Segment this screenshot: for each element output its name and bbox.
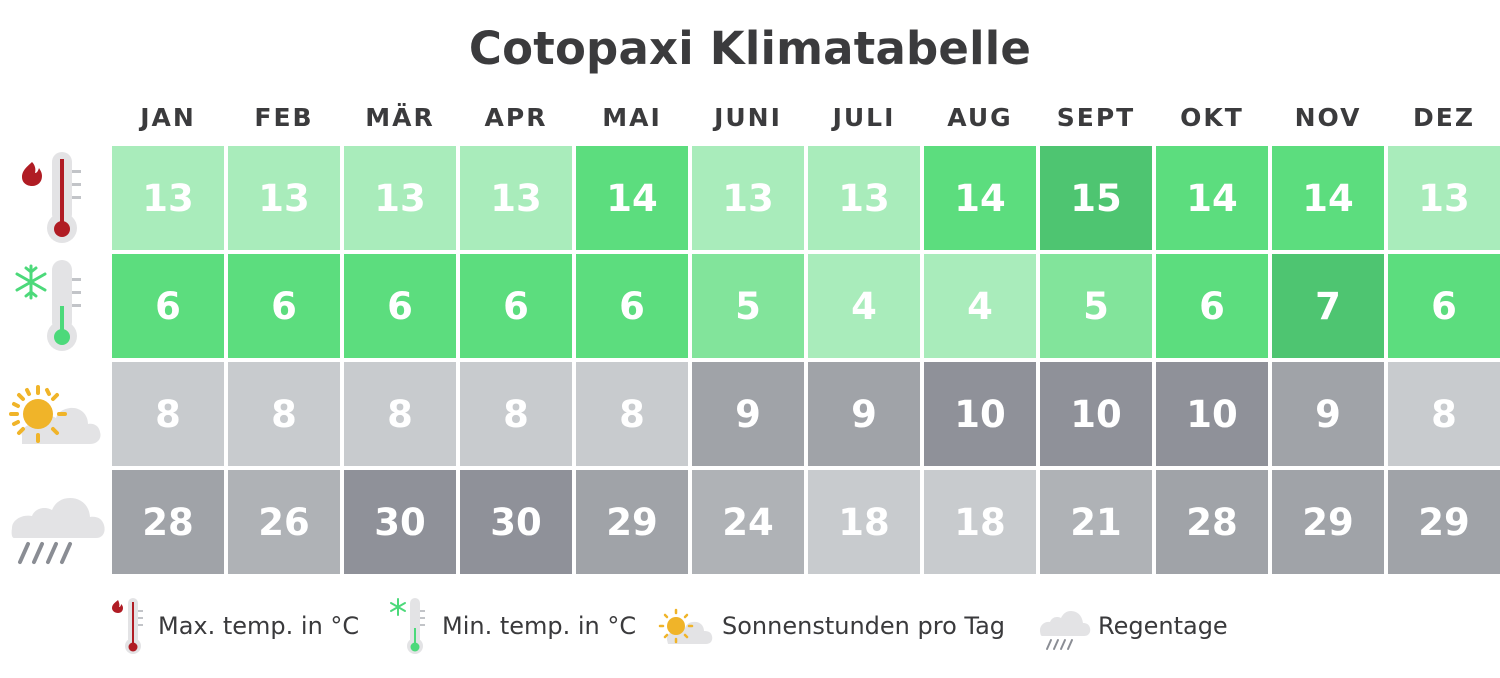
month-header: OKT bbox=[1180, 103, 1244, 132]
climate-cell: 24 bbox=[692, 470, 804, 574]
thermometer-hot-icon bbox=[112, 598, 143, 654]
climate-cell: 18 bbox=[808, 470, 920, 574]
climate-cell: 9 bbox=[1272, 362, 1384, 466]
legend-item-max-temp: Max. temp. in °C bbox=[108, 594, 359, 658]
climate-cell: 8 bbox=[112, 362, 224, 466]
climate-cell: 30 bbox=[344, 470, 456, 574]
climate-cell: 29 bbox=[576, 470, 688, 574]
legend-label: Sonnenstunden pro Tag bbox=[722, 612, 1006, 640]
climate-cell: 10 bbox=[1156, 362, 1268, 466]
climate-cell: 29 bbox=[1272, 470, 1384, 574]
climate-cell: 21 bbox=[1040, 470, 1152, 574]
month-header-row: JAN FEB MÄR APR MAI JUNI JULI AUG SEPT O… bbox=[110, 103, 1500, 139]
climate-cell: 8 bbox=[1388, 362, 1500, 466]
climate-cell: 13 bbox=[1388, 146, 1500, 250]
climate-cell: 9 bbox=[692, 362, 804, 466]
climate-cell: 13 bbox=[808, 146, 920, 250]
legend-item-min-temp: Min. temp. in °C bbox=[386, 594, 636, 658]
thermometer-hot-icon bbox=[0, 146, 108, 250]
thermometer-cold-icon bbox=[390, 598, 425, 654]
month-header: MAI bbox=[602, 103, 662, 132]
climate-cell: 6 bbox=[1388, 254, 1500, 358]
climate-cell: 8 bbox=[228, 362, 340, 466]
month-header: JUNI bbox=[714, 103, 782, 132]
climate-cell: 29 bbox=[1388, 470, 1500, 574]
legend-item-sun-hours: Sonnenstunden pro Tag bbox=[656, 594, 1005, 658]
climate-cell: 14 bbox=[1272, 146, 1384, 250]
climate-cell: 13 bbox=[228, 146, 340, 250]
climate-cell: 4 bbox=[924, 254, 1036, 358]
month-header: AUG bbox=[947, 103, 1013, 132]
page-title: Cotopaxi Klimatabelle bbox=[468, 22, 1032, 75]
legend-label: Min. temp. in °C bbox=[442, 612, 637, 640]
climate-cell: 15 bbox=[1040, 146, 1152, 250]
climate-cell: 28 bbox=[112, 470, 224, 574]
climate-cell: 10 bbox=[924, 362, 1036, 466]
climate-cell: 6 bbox=[344, 254, 456, 358]
climate-cell: 8 bbox=[576, 362, 688, 466]
climate-cell: 10 bbox=[1040, 362, 1152, 466]
climate-cell: 6 bbox=[112, 254, 224, 358]
climate-cell: 4 bbox=[808, 254, 920, 358]
climate-cell: 7 bbox=[1272, 254, 1384, 358]
climate-cell: 28 bbox=[1156, 470, 1268, 574]
climate-cell: 18 bbox=[924, 470, 1036, 574]
month-header: APR bbox=[484, 103, 548, 132]
rain-cloud-icon bbox=[1040, 611, 1091, 650]
sun-cloud-icon bbox=[0, 362, 108, 466]
climate-cell: 14 bbox=[576, 146, 688, 250]
month-header: JULI bbox=[832, 103, 896, 132]
climate-cell: 5 bbox=[1040, 254, 1152, 358]
legend-label: Max. temp. in °C bbox=[158, 612, 360, 640]
climate-cell: 8 bbox=[344, 362, 456, 466]
thermometer-cold-icon bbox=[0, 254, 108, 358]
month-header: NOV bbox=[1294, 103, 1362, 132]
climate-cell: 30 bbox=[460, 470, 572, 574]
climate-cell: 6 bbox=[460, 254, 572, 358]
row-max-temp: 13 13 13 13 14 13 13 14 15 14 14 13 bbox=[112, 146, 1500, 250]
climate-cell: 13 bbox=[344, 146, 456, 250]
legend: Max. temp. in °C Min. temp. in °C bbox=[108, 594, 1408, 658]
climate-cell: 13 bbox=[692, 146, 804, 250]
month-header: JAN bbox=[140, 103, 196, 132]
climate-cell: 6 bbox=[228, 254, 340, 358]
row-sun-hours: 8 8 8 8 8 9 9 10 10 10 9 8 bbox=[112, 362, 1500, 466]
climate-cell: 14 bbox=[924, 146, 1036, 250]
climate-cell: 13 bbox=[112, 146, 224, 250]
month-header: MÄR bbox=[365, 103, 435, 132]
climate-cell: 14 bbox=[1156, 146, 1268, 250]
sun-cloud-icon bbox=[658, 608, 713, 644]
legend-label: Regentage bbox=[1098, 612, 1228, 640]
month-header: DEZ bbox=[1413, 103, 1475, 132]
row-rain-days: 28 26 30 30 29 24 18 18 21 28 29 29 bbox=[112, 470, 1500, 574]
climate-cell: 9 bbox=[808, 362, 920, 466]
climate-cell: 6 bbox=[576, 254, 688, 358]
legend-item-rain-days: Regentage bbox=[1036, 594, 1228, 658]
climate-cell: 8 bbox=[460, 362, 572, 466]
month-header: SEPT bbox=[1056, 103, 1136, 132]
month-header: FEB bbox=[254, 103, 314, 132]
climate-cell: 26 bbox=[228, 470, 340, 574]
climate-cell: 5 bbox=[692, 254, 804, 358]
climate-cell: 13 bbox=[460, 146, 572, 250]
climate-cell: 6 bbox=[1156, 254, 1268, 358]
rain-cloud-icon bbox=[0, 470, 108, 574]
